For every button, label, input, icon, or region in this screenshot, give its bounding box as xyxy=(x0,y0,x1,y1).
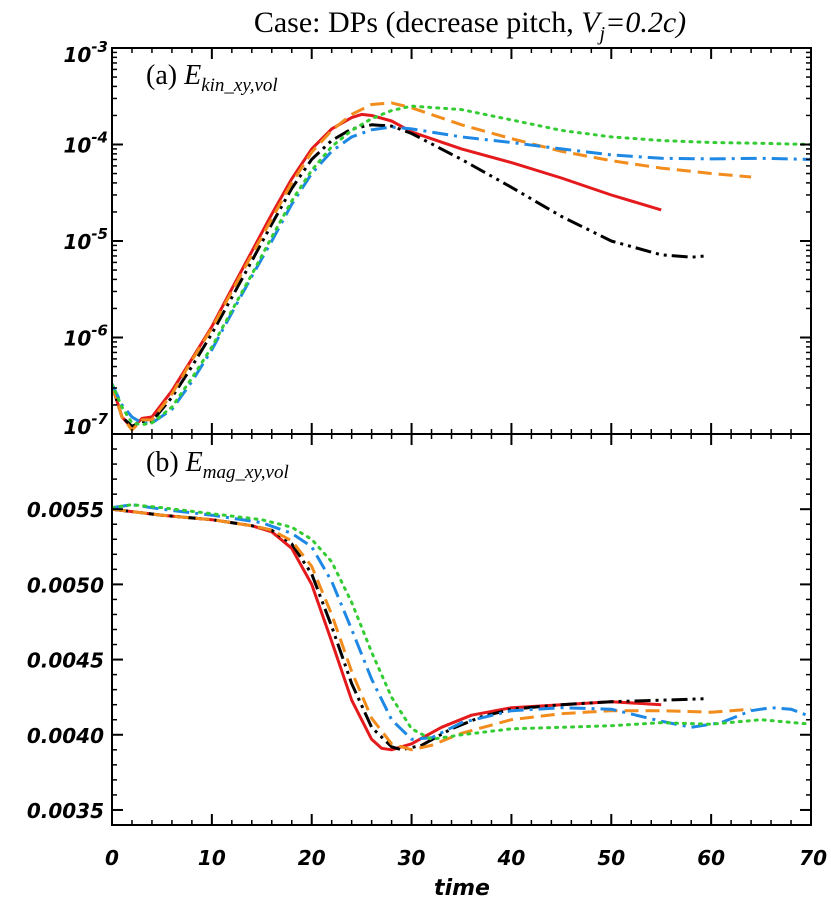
x-tick-label: 10 xyxy=(198,846,226,870)
x-tick-label: 0 xyxy=(105,846,119,870)
series-line-blue xyxy=(112,503,811,741)
y-tick-label: 10-6 xyxy=(63,322,108,351)
y-tick-label: 0.0035 xyxy=(27,799,104,823)
x-tick-label: 40 xyxy=(497,846,526,870)
series-line-green xyxy=(112,104,811,427)
y-tick-label: 0.0055 xyxy=(27,498,104,522)
series-line-green xyxy=(112,503,811,741)
y-tick-label: 10-4 xyxy=(63,129,108,158)
series-line-red xyxy=(112,112,662,430)
y-tick-label: 10-3 xyxy=(63,38,108,67)
x-tick-label: 30 xyxy=(398,846,426,870)
panel-b-label: (b) Emag_xy,vol xyxy=(146,447,289,483)
y-tick-label: 0.0045 xyxy=(27,649,104,673)
y-tick-label: 10-7 xyxy=(63,410,108,439)
panel-a-frame xyxy=(111,47,812,435)
series-line-blue xyxy=(112,125,811,425)
x-axis-label: time xyxy=(434,876,490,901)
series-line-black xyxy=(112,507,707,752)
y-tick-label: 10-5 xyxy=(63,225,108,254)
panel-b-frame xyxy=(111,433,812,826)
y-tick-label: 0.0050 xyxy=(27,573,104,597)
panel-b-y-axis: 0.0035 0.0040 0.0045 0.0050 0.0055 xyxy=(27,434,812,825)
series-line-orange xyxy=(112,101,752,432)
series-line-red xyxy=(112,507,662,752)
x-tick-label: 70 xyxy=(799,846,827,870)
panel-a-y-axis: 10-7 10-6 10-5 10-4 10-3 xyxy=(63,38,812,439)
x-tick-label: 60 xyxy=(697,846,725,870)
figure-title: Case: DPs (decrease pitch, Vj=0.2c) xyxy=(254,6,686,45)
series-line-orange xyxy=(112,507,752,752)
panel-b-magnetic-energy: 0.0035 0.0040 0.0045 0.0050 0.0055 (b) Emag_… xyxy=(27,433,812,826)
x-tick-label: 50 xyxy=(597,846,625,870)
y-tick-label: 0.0040 xyxy=(27,724,104,748)
x-axis: 0 10 20 30 40 50 60 70 xyxy=(105,846,827,870)
panel-a-kinetic-energy: 10-7 10-6 10-5 10-4 10-3 (a) Ekin_xy,vol xyxy=(63,38,812,439)
x-tick-label: 20 xyxy=(298,846,326,870)
panel-a-label: (a) Ekin_xy,vol xyxy=(146,60,278,96)
panel-a-series xyxy=(112,101,811,432)
panel-b-series xyxy=(112,503,811,752)
series-line-black xyxy=(112,123,707,428)
